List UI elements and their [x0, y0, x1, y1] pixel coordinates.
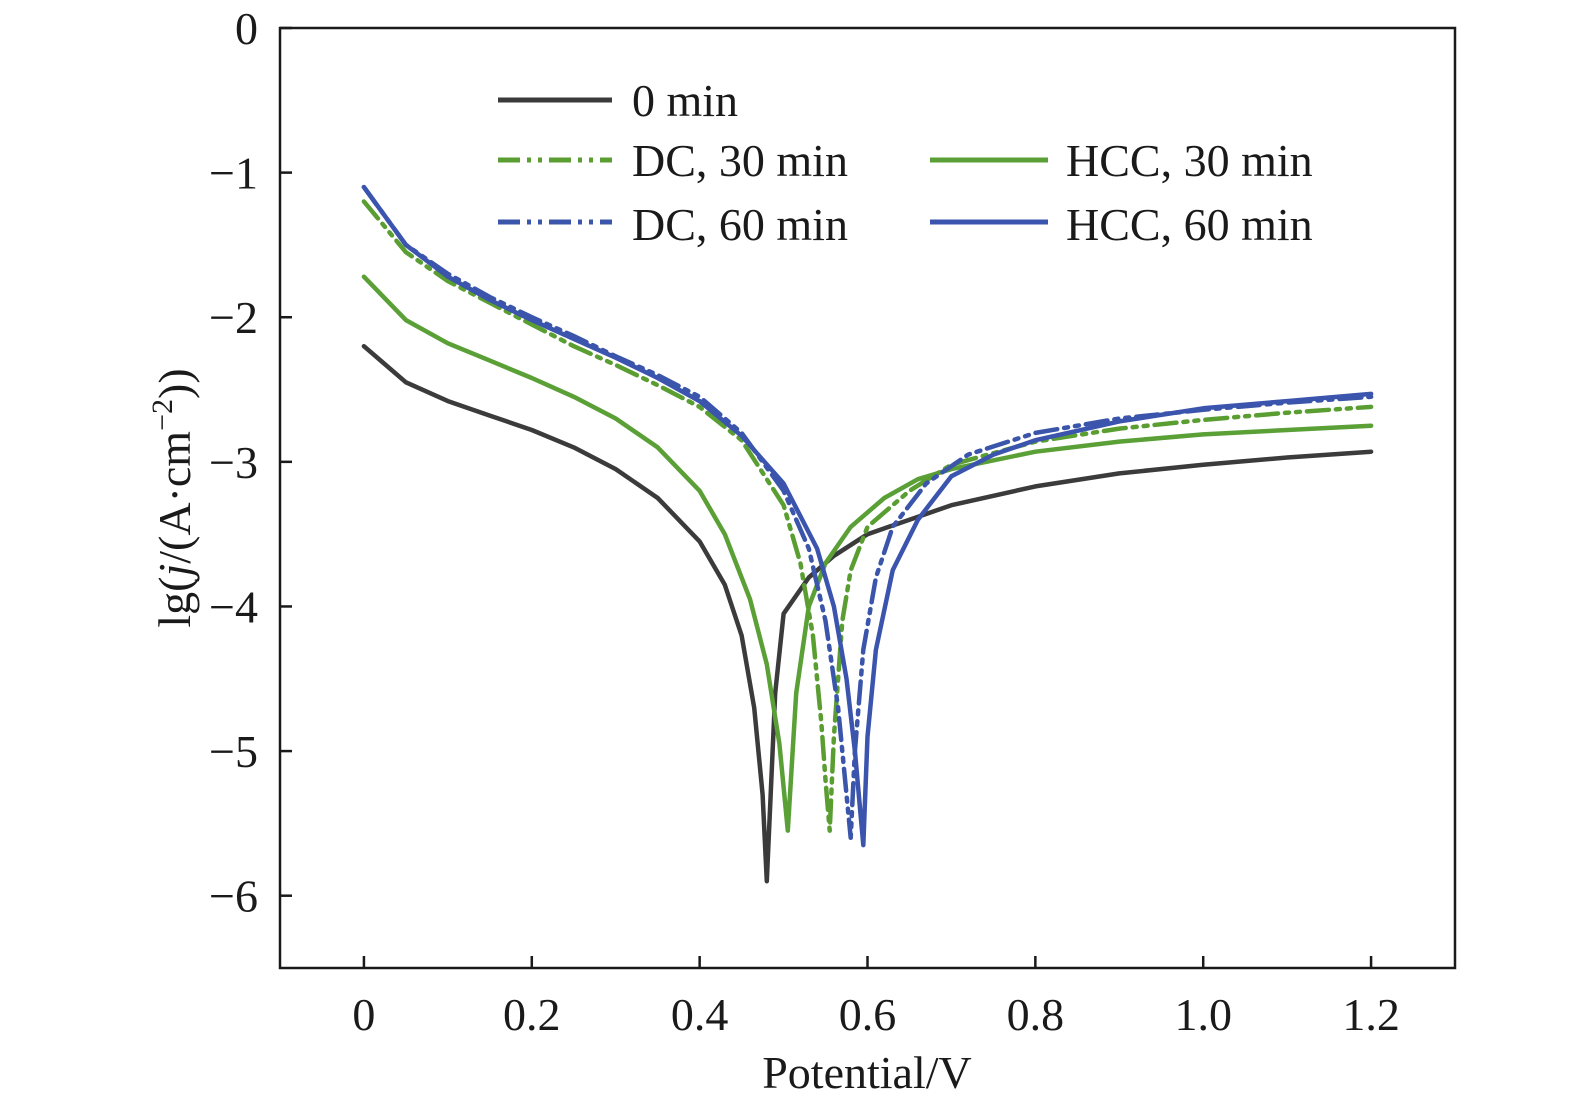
y-tick-label: −2	[209, 292, 258, 343]
x-tick-label: 1.2	[1342, 989, 1400, 1040]
y-tick-label: 0	[235, 3, 258, 54]
y-label-suffix: ))	[149, 368, 200, 399]
x-tick-label: 0.6	[839, 989, 897, 1040]
legend-label-dc-60: DC, 60 min	[632, 199, 848, 250]
y-tick-label: −4	[209, 581, 258, 632]
legend: 0 min DC, 30 min DC, 60 min HCC, 30 min …	[498, 75, 1313, 250]
x-axis-label: Potential/V	[762, 1047, 972, 1098]
legend-label-hcc-60: HCC, 60 min	[1066, 199, 1313, 250]
x-axis: 0 0.2 0.4 0.6 0.8 1.0 1.2	[352, 956, 1400, 1040]
y-tick-label: −5	[209, 726, 258, 777]
y-label-mid: /(A·cm	[149, 431, 200, 564]
x-tick-label: 0.4	[671, 989, 729, 1040]
x-tick-label: 0.8	[1007, 989, 1065, 1040]
legend-label-dc-30: DC, 30 min	[632, 135, 848, 186]
x-tick-label: 0.2	[503, 989, 561, 1040]
legend-label-hcc-30: HCC, 30 min	[1066, 135, 1313, 186]
x-tick-label: 0	[352, 989, 375, 1040]
series-line-dc-60-min	[361, 184, 1374, 841]
series-line-0-min	[361, 343, 1374, 884]
series-line-hcc-60-min	[361, 184, 1374, 848]
y-axis-label: lg(j/(A·cm−2))	[146, 368, 200, 627]
y-label-superscript: −2	[146, 399, 179, 431]
y-label-italic: j	[149, 564, 200, 582]
series-line-hcc-30-min	[361, 274, 1374, 833]
y-axis: 0 −1 −2 −3 −4 −5 −6	[209, 3, 292, 922]
x-tick-label: 1.0	[1174, 989, 1232, 1040]
y-tick-label: −1	[209, 148, 258, 199]
y-label-prefix: lg(	[149, 577, 200, 628]
legend-label-0min: 0 min	[632, 75, 738, 126]
y-tick-label: −3	[209, 437, 258, 488]
y-tick-label: −6	[209, 871, 258, 922]
series-layer	[361, 184, 1374, 884]
